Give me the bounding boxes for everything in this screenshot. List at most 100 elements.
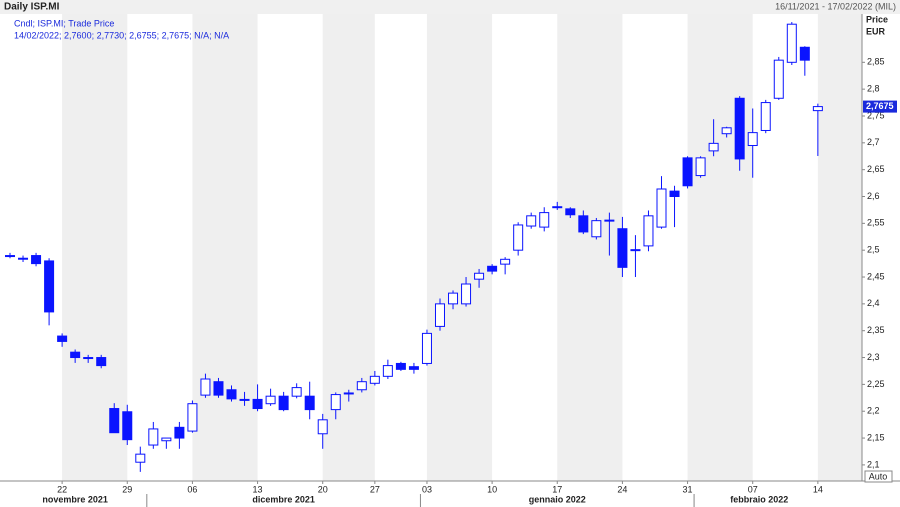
candle-body — [539, 212, 550, 228]
candle-body — [734, 97, 745, 160]
candle-body — [291, 387, 302, 397]
title-bar — [0, 0, 900, 14]
date-range: 16/11/2021 - 17/02/2022 (MIL) — [775, 1, 896, 11]
candle-body — [226, 389, 237, 400]
y-tick-label: 2,65 — [867, 164, 885, 174]
x-tick-label: 07 — [748, 484, 758, 494]
candle-body — [591, 220, 602, 238]
y-tick-label: 2,3 — [867, 352, 880, 362]
x-tick-label: 06 — [187, 484, 197, 494]
candle-body — [96, 357, 107, 367]
y-tick-label: 2,2 — [867, 406, 880, 416]
x-tick-label: 14 — [813, 484, 823, 494]
x-tick-label: 22 — [57, 484, 67, 494]
month-label: gennaio 2022 — [529, 494, 586, 504]
y-tick-label: 2,7 — [867, 137, 880, 147]
candle-body — [356, 381, 367, 391]
candle-body — [721, 127, 732, 135]
last-price-box — [863, 100, 897, 113]
candle-body — [786, 23, 797, 63]
x-tick-label: 24 — [617, 484, 627, 494]
candle-body — [5, 255, 15, 258]
candle-body — [252, 398, 263, 410]
candle-body — [708, 142, 719, 152]
candle-body — [408, 366, 419, 370]
x-tick-label: 31 — [683, 484, 693, 494]
candle-body — [578, 215, 589, 233]
y-tick-label: 2,85 — [867, 57, 885, 67]
candle-body — [669, 190, 680, 198]
candle-body — [122, 411, 133, 441]
week-shade — [817, 14, 862, 481]
candle-body — [83, 357, 94, 360]
candle-body — [369, 375, 380, 384]
y-tick-label: 2,35 — [867, 325, 885, 335]
candle-body — [31, 255, 42, 265]
x-tick-label: 20 — [318, 484, 328, 494]
x-tick-label: 29 — [122, 484, 132, 494]
candle-body — [474, 272, 485, 280]
candle-body — [148, 428, 159, 446]
y-tick-label: 2,75 — [867, 110, 885, 120]
legend-values: 14/02/2022; 2,7600; 2,7730; 2,6755; 2,76… — [14, 30, 229, 40]
candle-body — [656, 188, 667, 228]
y-tick-label: 2,15 — [867, 432, 885, 442]
candle-body — [382, 365, 393, 377]
y-tick-label: 2,1 — [867, 459, 880, 469]
candle-body — [174, 426, 185, 439]
x-tick-label: 10 — [487, 484, 497, 494]
x-tick-label: 27 — [370, 484, 380, 494]
week-shade — [687, 14, 753, 481]
candle-body — [799, 46, 810, 61]
candle-body — [565, 208, 576, 216]
candle-body — [57, 335, 68, 342]
candle-body — [643, 215, 654, 247]
y-tick-label: 2,6 — [867, 191, 880, 201]
candle-body — [44, 260, 55, 313]
candle-body — [552, 206, 563, 209]
candle-body — [760, 102, 771, 131]
candle-body — [421, 332, 432, 364]
candle-body — [395, 362, 406, 370]
candle-body — [604, 219, 615, 222]
last-price-label: 2,7675 — [866, 101, 894, 111]
month-label: dicembre 2021 — [252, 494, 315, 504]
candle-body — [630, 249, 641, 252]
candle-body — [448, 292, 459, 305]
candle-body — [682, 157, 693, 187]
candle-body — [265, 395, 276, 405]
week-shade — [62, 14, 128, 481]
auto-button-label[interactable]: Auto — [869, 471, 888, 481]
candle-body — [434, 303, 445, 327]
candle-body — [513, 224, 524, 251]
plot-area — [5, 14, 862, 481]
candle-body — [812, 106, 823, 112]
candle-body — [317, 419, 328, 435]
candle-body — [773, 59, 784, 99]
candle-body — [213, 381, 224, 396]
y-axis-unit: EUR — [866, 26, 886, 36]
candle-body — [239, 398, 250, 401]
y-tick-label: 2,5 — [867, 245, 880, 255]
auto-button[interactable] — [864, 470, 893, 483]
month-label: febbraio 2022 — [730, 494, 788, 504]
y-tick-label: 2,25 — [867, 379, 885, 389]
y-tick-label: 2,4 — [867, 298, 880, 308]
candle-body — [747, 132, 758, 147]
candle-body — [135, 453, 146, 463]
week-shade — [322, 14, 375, 481]
candle-body — [526, 215, 537, 227]
candle-body — [500, 258, 511, 265]
y-axis-label: Price — [866, 14, 888, 24]
candle-body — [200, 378, 211, 396]
candle-body — [461, 283, 472, 305]
chart-title: Daily ISP.MI — [4, 2, 60, 13]
legend-name: Cndl; ISP.MI; Trade Price — [14, 18, 114, 28]
candle-body — [343, 392, 354, 395]
x-tick-label: 17 — [552, 484, 562, 494]
candle-body — [487, 265, 498, 272]
candle-body — [70, 351, 81, 359]
candle-body — [161, 437, 172, 442]
candle-body — [330, 394, 341, 411]
